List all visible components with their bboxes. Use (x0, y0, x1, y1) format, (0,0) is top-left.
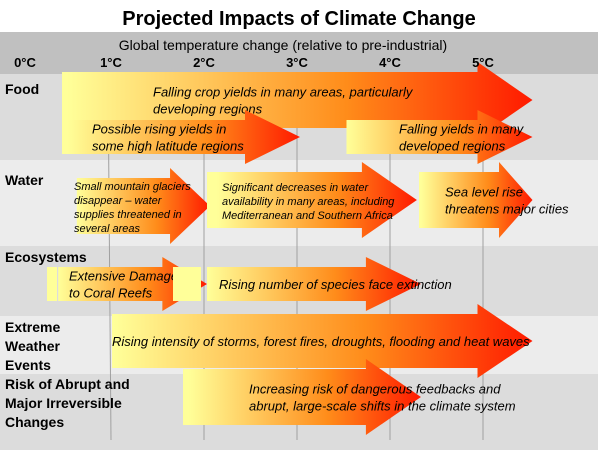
impact-text: Mediterranean and Southern Africa (222, 210, 393, 222)
arrow-shape (67, 62, 533, 138)
arrow-shape (420, 162, 533, 238)
impact-arrow: Significant decreases in water availabili… (207, 162, 417, 238)
header-band (0, 32, 598, 74)
impact-text: disappear – water (74, 195, 163, 207)
arrow-start-stripe (173, 267, 201, 301)
impact-text: Rising number of species face extinction (219, 277, 452, 292)
impact-text: availability in many areas, including (222, 196, 395, 208)
impact-text: abrupt, large-scale shifts in the climat… (249, 399, 516, 414)
axis-subtitle: Global temperature change (relative to p… (119, 37, 447, 53)
impact-text: some high latitude regions (92, 139, 244, 154)
arrow-shape (346, 110, 533, 164)
axis-tick-label: 5°C (472, 55, 494, 70)
arrow-shape (217, 162, 417, 238)
impact-text: to Coral Reefs (69, 286, 153, 301)
arrow-start-stripe (47, 267, 57, 301)
category-label: Water (5, 172, 44, 188)
impact-arrows: Falling crop yields in many areas, parti… (47, 62, 569, 435)
impact-text: supplies threatened in (74, 209, 182, 221)
impact-arrow: Increasing risk of dangerous feedbacks a… (183, 359, 516, 435)
impact-text: Sea level rise (445, 185, 523, 200)
impact-text: Increasing risk of dangerous feedbacks a… (249, 382, 501, 397)
arrow-shape (114, 304, 533, 378)
impact-text: several areas (74, 223, 141, 235)
axis-tick-label: 2°C (193, 55, 215, 70)
category-label: Extreme (5, 319, 60, 335)
category-label: Weather (5, 338, 61, 354)
impact-arrow: Small mountain glaciers disappear – water… (74, 168, 210, 244)
impact-text: Extensive Damage (69, 269, 178, 284)
impact-arrow: Sea level rise threatens major cities (419, 162, 569, 238)
arrow-start-stripe (207, 172, 217, 228)
axis-tick-label: 0°C (14, 55, 36, 70)
axis-tick-label: 1°C (100, 55, 122, 70)
category-label: Food (5, 81, 39, 97)
impact-text: threatens major cities (445, 202, 569, 217)
impact-arrow: Rising number of species face extinction (47, 257, 452, 311)
category-label: Ecosystems (5, 249, 87, 265)
arrow-shape (76, 168, 210, 244)
chart-title: Projected Impacts of Climate Change (122, 8, 475, 30)
arrow-start-stripe (62, 120, 68, 154)
impact-arrow: Possible rising yields in some high latit… (62, 110, 300, 164)
axis-tick-label: 4°C (379, 55, 401, 70)
category-label: Events (5, 357, 51, 373)
arrow-shape (67, 110, 300, 164)
impact-text: Small mountain glaciers (74, 181, 191, 193)
category-label: Risk of Abrupt and (5, 376, 130, 392)
impact-text: developing regions (153, 102, 263, 117)
impact-text: Falling yields in many (399, 122, 525, 137)
axis-tick-label: 3°C (286, 55, 308, 70)
category-labels: Food Water Ecosystems Extreme Weather Events R… (5, 81, 130, 430)
impact-text: developed regions (399, 139, 506, 154)
impact-text: Significant decreases in water (222, 182, 369, 194)
category-label: Changes (5, 414, 64, 430)
impact-text: Rising intensity of storms, forest fires… (112, 334, 530, 349)
arrow-start-stripe (183, 369, 191, 425)
axis-ticks: 0°C 1°C 2°C 3°C 4°C 5°C (14, 55, 494, 70)
impact-text: Falling crop yields in many areas, parti… (153, 85, 414, 100)
arrow-shape (207, 257, 421, 311)
impact-arrow: Falling crop yields in many areas, parti… (62, 62, 533, 138)
impact-arrow: Falling yields in many developed regions (346, 110, 533, 164)
arrow-shape (188, 359, 421, 435)
category-label: Major Irreversible (5, 395, 122, 411)
impact-arrow: Rising intensity of storms, forest fires… (112, 304, 533, 378)
impact-text: Possible rising yields in (92, 122, 226, 137)
arrow-shape (58, 257, 208, 311)
